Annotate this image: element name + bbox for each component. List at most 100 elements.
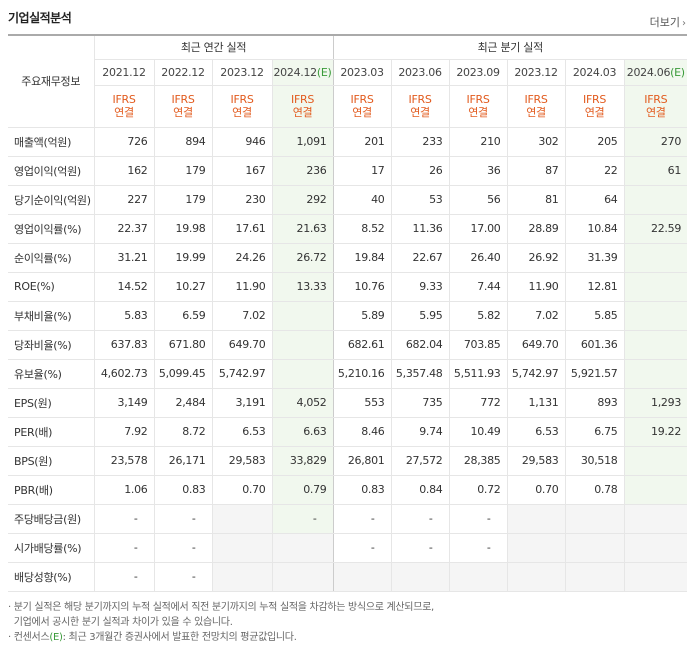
table-cell: 19.22	[623, 417, 688, 447]
table-cell: 5,742.97	[506, 359, 566, 389]
table-cell: 10.76	[332, 272, 392, 302]
table-cell: 33,829	[271, 446, 334, 476]
table-row: 유보율(%) 4,602.73 5,099.45 5,742.97 5,210.16 5,…	[8, 359, 688, 389]
table-cell: 205	[564, 126, 625, 157]
table-cell: 7.92	[93, 417, 154, 447]
note-1: · 분기 실적은 해당 분기까지의 누적 실적에서 직전 분기까지의 누적 실적…	[8, 602, 434, 613]
ifrs-line2: 연결	[173, 106, 193, 119]
ifrs-line2: 연결	[584, 106, 605, 119]
table-cell: 0.78	[564, 475, 625, 505]
table-cell	[623, 272, 688, 302]
ifrs-line2: 연결	[526, 106, 546, 119]
table-cell: 28.89	[506, 213, 566, 244]
note-3: · 컨센서스(E): 최근 3개월간 증권사에서 발표한 전망치의 평균값입니다…	[8, 630, 434, 645]
row-label: BPS(원)	[8, 446, 94, 476]
more-link[interactable]: 더보기 ›	[650, 14, 686, 30]
table-cell: 5,511.93	[448, 359, 508, 389]
table-row: ROE(%) 14.52 10.27 11.90 13.33 10.76 9.33 7.44 1…	[8, 272, 688, 302]
table-cell: 179	[153, 185, 212, 215]
table-row: 영업이익률(%) 22.37 19.98 17.61 21.63 8.52 11.36 17.…	[8, 213, 688, 244]
table-cell: 4,602.73	[93, 359, 154, 389]
table-cell: 31.39	[564, 243, 625, 273]
table-cell: 6.63	[271, 417, 334, 447]
table-cell: 8.72	[153, 417, 212, 447]
table-row: PER(배) 7.92 8.72 6.53 6.63 8.46 9.74 10.49 6.53 6…	[8, 417, 688, 447]
table-cell: 893	[564, 387, 625, 418]
table-cell: 5.83	[93, 301, 154, 331]
table-cell: 26.72	[271, 243, 334, 273]
table-cell: 28,385	[448, 446, 508, 476]
table-cell: 703.85	[448, 330, 508, 360]
table-cell: -	[332, 503, 392, 534]
period-header: 2023.12	[506, 59, 566, 86]
table-row: 주당배당금(원) - - - - - -	[8, 503, 688, 534]
table-cell: 7.02	[211, 301, 272, 331]
table-cell: 17	[332, 156, 392, 186]
table-cell: 637.83	[93, 330, 154, 360]
note-3-suffix: : 최근 3개월간 증권사에서 발표한 전망치의 평균값입니다.	[62, 632, 297, 643]
table-cell: -	[153, 503, 212, 534]
ifrs-line2: 연결	[232, 106, 252, 119]
table-cell: 19.98	[153, 213, 212, 244]
note-3-prefix: · 컨센서스	[8, 632, 50, 643]
table-cell	[271, 359, 334, 389]
ifrs-line1: IFRS	[112, 93, 136, 106]
ifrs-line2: 연결	[468, 106, 488, 119]
table-cell: 30,518	[564, 446, 625, 476]
table-cell: 22.37	[93, 213, 154, 244]
table-cell: 27,572	[390, 446, 450, 476]
table-cell	[623, 185, 688, 215]
table-cell: -	[93, 562, 154, 592]
table-row: 영업이익(억원) 162 179 167 236 17 26 36 87 22 61	[8, 156, 688, 186]
group-quarterly: 최근 분기 실적	[332, 34, 688, 60]
row-label: 배당성향(%)	[8, 562, 94, 592]
table-cell	[623, 503, 688, 534]
table-row: 당기순이익(억원) 227 179 230 292 40 53 56 81 64	[8, 185, 688, 215]
table-cell: 5.95	[390, 301, 450, 331]
table-cell: 1.06	[93, 475, 154, 505]
row-label: 부채비율(%)	[8, 301, 94, 331]
table-cell: 0.83	[153, 475, 212, 505]
table-cell	[623, 562, 688, 592]
table-cell: 8.52	[332, 213, 392, 244]
table-cell: 26.40	[448, 243, 508, 273]
ifrs-line2: 연결	[645, 106, 666, 119]
table-cell: 17.00	[448, 213, 508, 244]
table-cell: 946	[211, 126, 272, 157]
table-cell: 5.85	[564, 301, 625, 331]
table-cell	[564, 533, 625, 563]
table-cell: 6.59	[153, 301, 212, 331]
ifrs-line1: IFRS	[230, 93, 254, 106]
table-cell: 14.52	[93, 272, 154, 302]
period-header: 2022.12	[153, 59, 212, 86]
table-cell: 0.84	[390, 475, 450, 505]
table-row: 배당성향(%) - -	[8, 562, 688, 592]
table-cell: 1,131	[506, 387, 566, 418]
ifrs-line1: IFRS	[524, 93, 548, 106]
table-cell	[448, 562, 508, 592]
table-cell: 735	[390, 387, 450, 418]
table-cell: 682.04	[390, 330, 450, 360]
ifrs-label: IFRS 연결	[271, 85, 334, 128]
ifrs-line1: IFRS	[408, 93, 432, 106]
table-cell: 236	[271, 156, 334, 186]
table-cell: 553	[332, 387, 392, 418]
ifrs-label: IFRS 연결	[211, 85, 272, 128]
table-cell: 40	[332, 185, 392, 215]
table-cell: 11.90	[211, 272, 272, 302]
table-cell: 21.63	[271, 213, 334, 244]
ifrs-label: IFRS 연결	[390, 85, 450, 128]
table-cell: 227	[93, 185, 154, 215]
table-cell	[271, 330, 334, 360]
table-cell: 6.75	[564, 417, 625, 447]
ifrs-label: IFRS 연결	[448, 85, 508, 128]
table-cell: 772	[448, 387, 508, 418]
table-cell: 1,293	[623, 387, 688, 418]
ifrs-line2: 연결	[352, 106, 372, 119]
chevron-right-icon: ›	[682, 18, 686, 29]
footnotes: · 분기 실적은 해당 분기까지의 누적 실적에서 직전 분기까지의 누적 실적…	[8, 600, 434, 645]
table-cell: 6.53	[506, 417, 566, 447]
table-cell: 649.70	[211, 330, 272, 360]
group-annual: 최근 연간 실적	[93, 34, 334, 60]
table-cell	[564, 503, 625, 534]
